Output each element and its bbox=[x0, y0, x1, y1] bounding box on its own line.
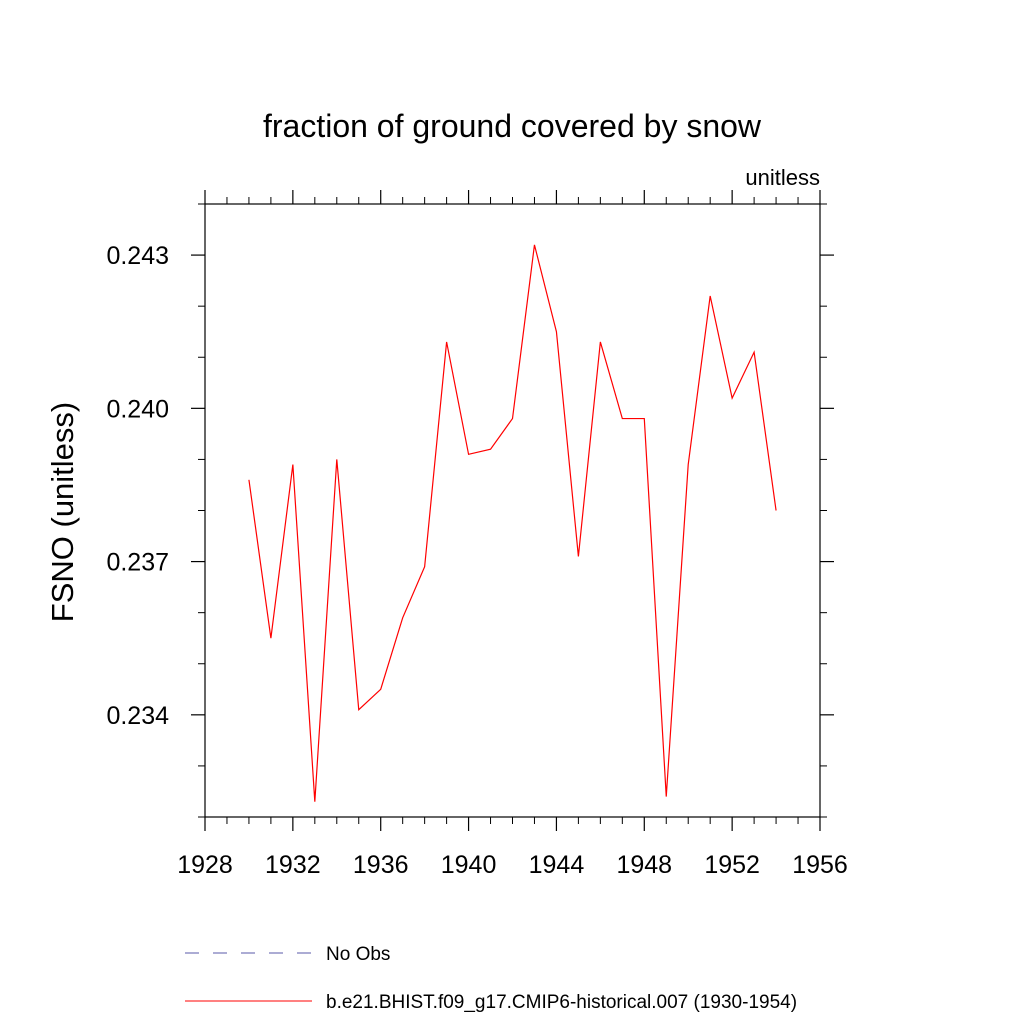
x-tick-label: 1940 bbox=[441, 851, 497, 879]
y-tick-label: 0.243 bbox=[106, 242, 169, 270]
y-tick-label: 0.240 bbox=[106, 395, 169, 423]
legend: No Obs b.e21.BHIST.f09_g17.CMIP6-historic… bbox=[185, 944, 797, 1013]
y-axis-label: FSNO (unitless) bbox=[45, 402, 80, 622]
x-tick-label: 1944 bbox=[529, 851, 585, 879]
series-line-0 bbox=[248, 244, 777, 802]
y-tick-label: 0.234 bbox=[106, 702, 169, 730]
legend-label-0: No Obs bbox=[326, 944, 390, 965]
x-tick-label: 1936 bbox=[353, 851, 409, 879]
x-tick-label: 1956 bbox=[792, 851, 848, 879]
units-label: unitless bbox=[745, 165, 820, 190]
x-tick-label: 1928 bbox=[177, 851, 233, 879]
axis-ticks: 1928 1932 1936 1940 1944 1948 1952 1956 0.234 0.2… bbox=[106, 190, 848, 879]
x-tick-label: 1932 bbox=[265, 851, 321, 879]
x-tick-label: 1948 bbox=[616, 851, 672, 879]
series-layer bbox=[248, 244, 777, 802]
legend-label-1: b.e21.BHIST.f09_g17.CMIP6-historical.007… bbox=[326, 992, 797, 1013]
x-tick-label: 1952 bbox=[704, 851, 760, 879]
y-tick-label: 0.237 bbox=[106, 549, 169, 577]
plot-frame bbox=[204, 203, 821, 818]
chart-title: fraction of ground covered by snow bbox=[263, 108, 762, 144]
